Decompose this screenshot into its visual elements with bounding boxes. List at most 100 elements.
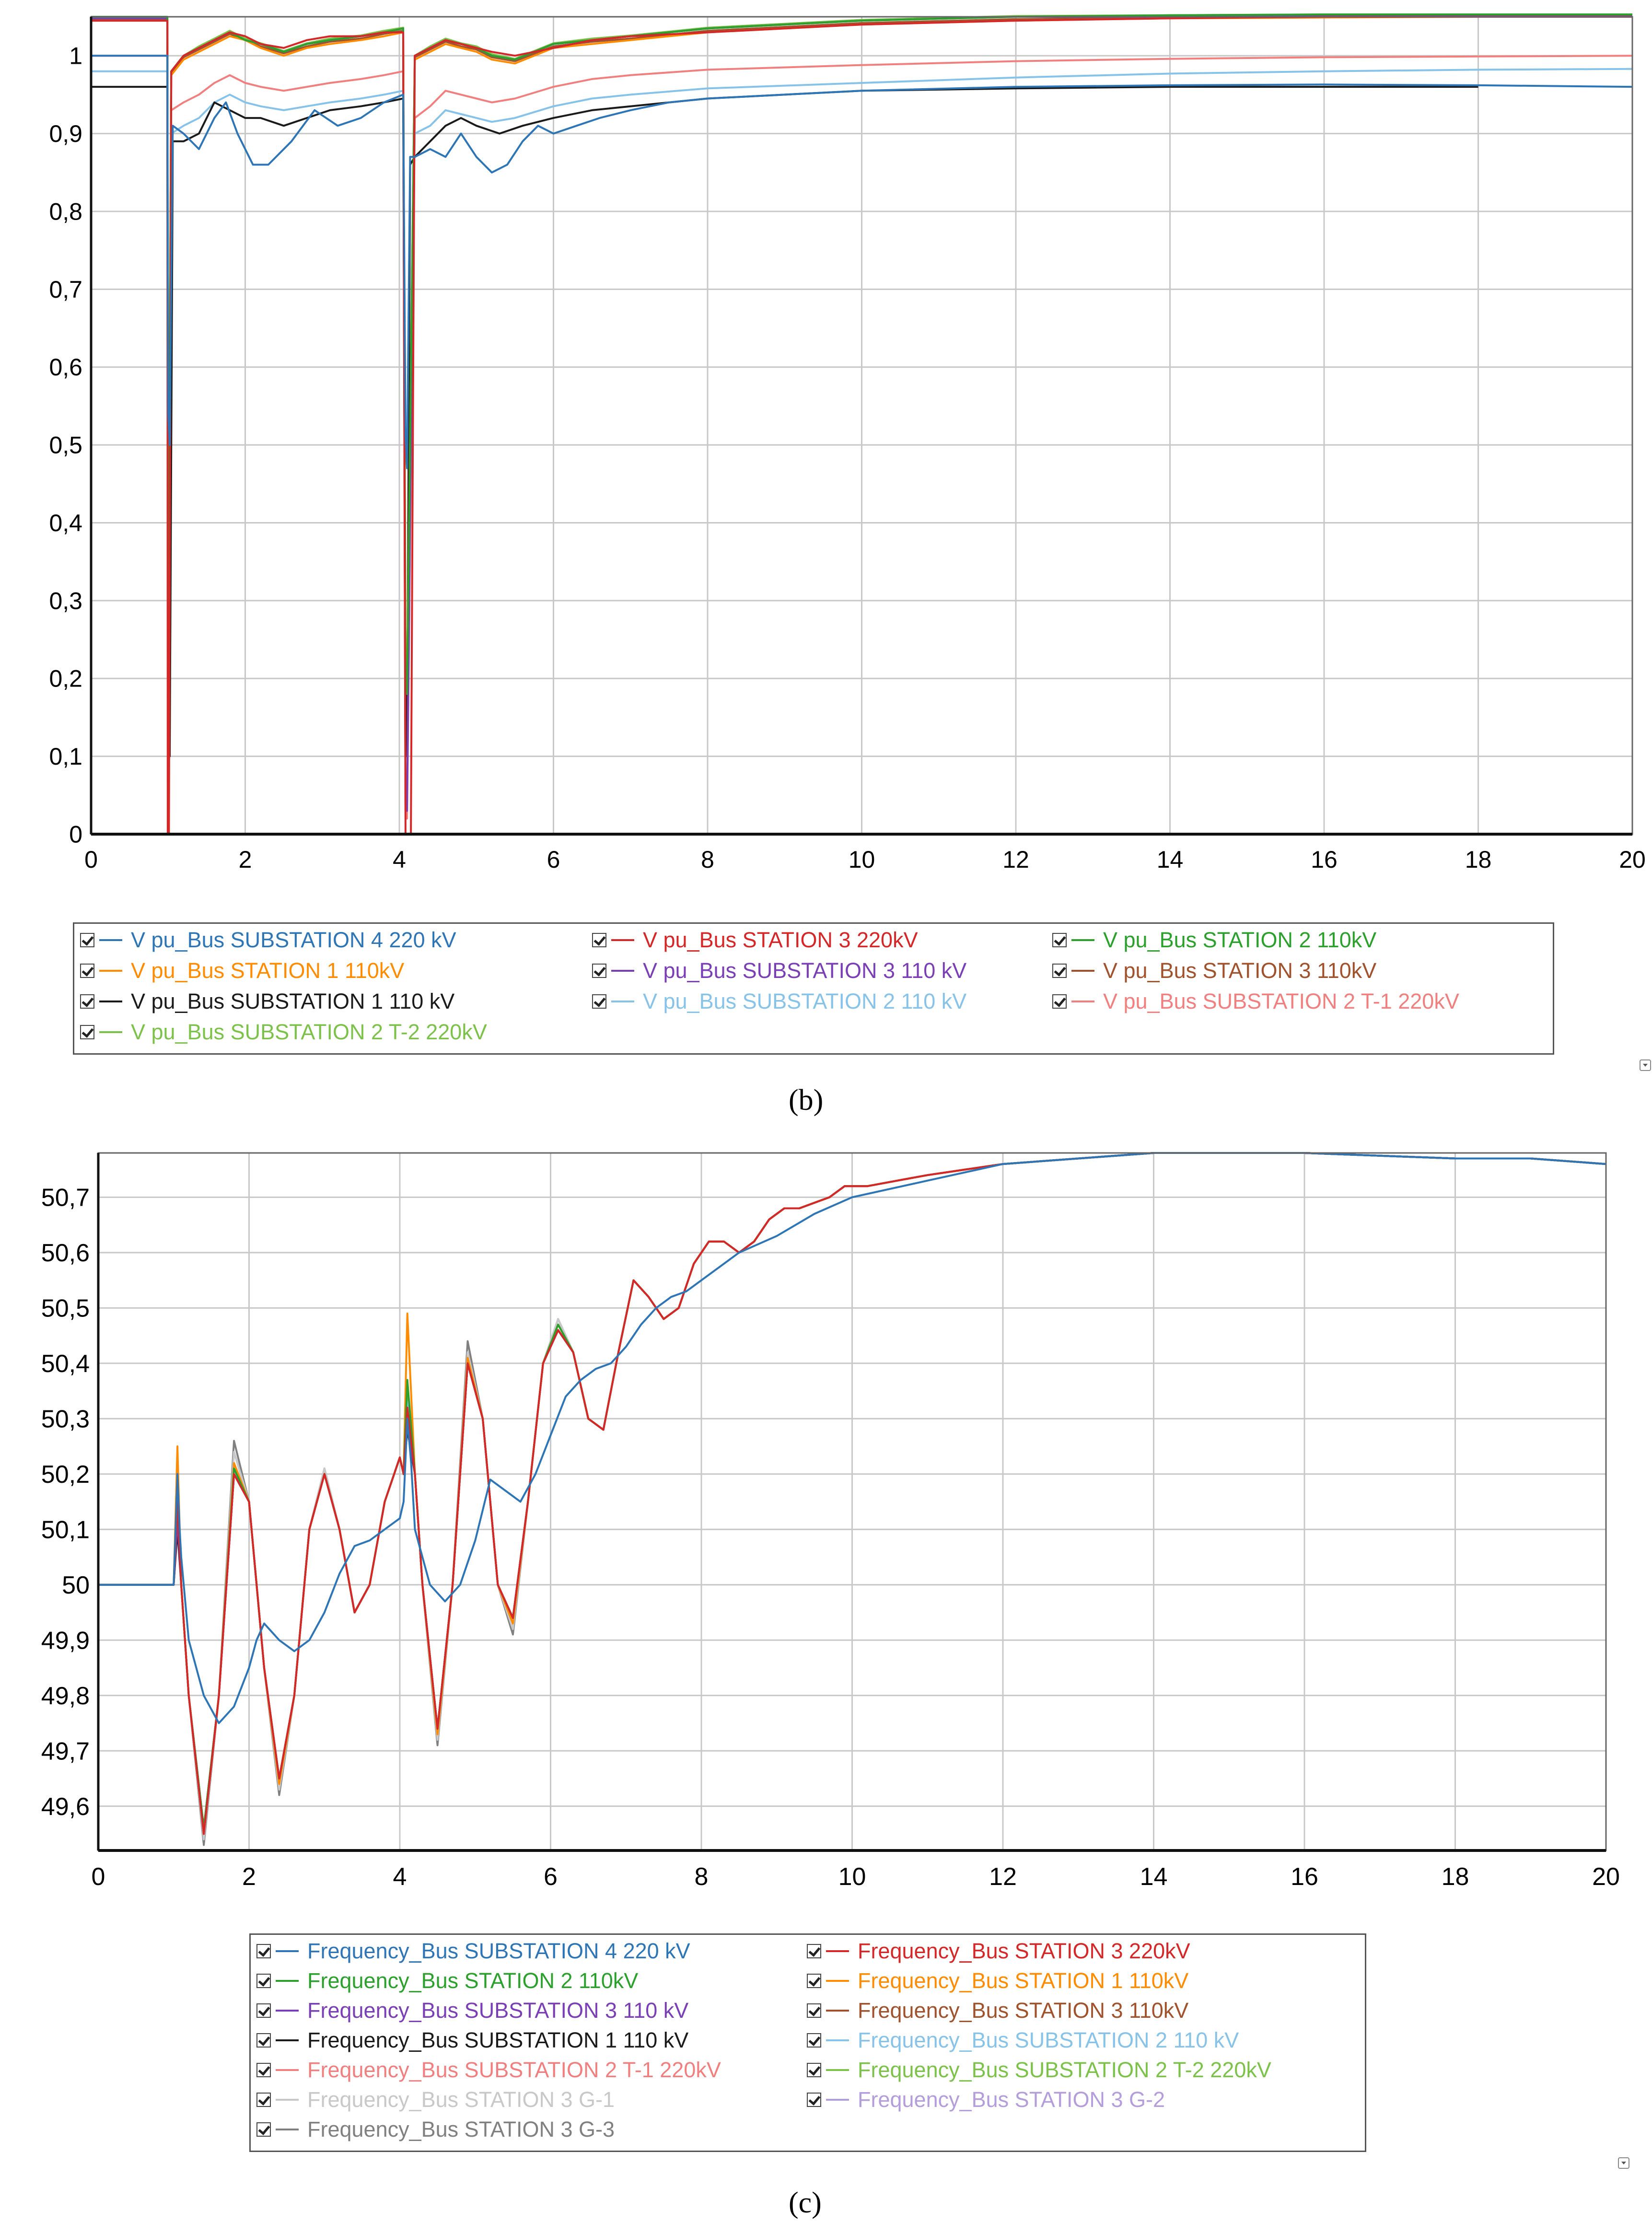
x-tick-label: 18	[1465, 846, 1492, 873]
x-tick-label: 16	[1311, 846, 1338, 873]
legend-checkbox[interactable]	[807, 1944, 821, 1958]
legend-checkbox[interactable]	[80, 933, 94, 947]
legend-checkbox[interactable]	[592, 933, 606, 947]
x-tick-label: 0	[84, 846, 98, 873]
legend-label: V pu_Bus SUBSTATION 2 110 kV	[643, 989, 967, 1013]
legend-entry[interactable]: Frequency_Bus STATION 3 G-2	[807, 2087, 1165, 2112]
y-tick-label: 49,7	[41, 1737, 90, 1765]
y-tick-label: 50,2	[41, 1461, 90, 1489]
legend-swatch	[276, 2129, 299, 2130]
legend-entry[interactable]: V pu_Bus STATION 3 220kV	[592, 928, 918, 953]
legend-checkbox[interactable]	[256, 2003, 271, 2018]
legend-label: Frequency_Bus SUBSTATION 3 110 kV	[307, 1998, 689, 2023]
legend-checkbox[interactable]	[256, 2093, 271, 2107]
legend-checkbox[interactable]	[256, 1944, 271, 1958]
legend-label: Frequency_Bus STATION 3 G-3	[307, 2117, 615, 2141]
x-tick-label: 2	[242, 1863, 256, 1891]
voltage-chart: 0 2 4 6 8 10 12 14 16 18 20 0 0,1 0,2 0,3 0,4 0,5 0,6 0,7 0…	[49, 13, 1646, 873]
legend-entry[interactable]: Frequency_Bus SUBSTATION 3 110 kV	[256, 1998, 688, 2023]
legend-swatch	[1071, 970, 1094, 972]
series-line	[91, 86, 1478, 757]
legend-swatch	[276, 2099, 299, 2101]
legend-checkbox[interactable]	[1052, 933, 1067, 947]
legend-checkbox[interactable]	[256, 1974, 271, 1988]
legend-entry[interactable]: Frequency_Bus SUBSTATION 2 110 kV	[807, 2028, 1239, 2053]
legend-label: Frequency_Bus STATION 2 110kV	[307, 1968, 639, 1993]
y-tick-label: 50,7	[41, 1184, 90, 1212]
legend-checkbox[interactable]	[80, 964, 94, 978]
legend-entry[interactable]: V pu_Bus SUBSTATION 4 220 kV	[80, 928, 456, 953]
legend-entry[interactable]: V pu_Bus SUBSTATION 2 T-2 220kV	[80, 1020, 487, 1045]
legend-checkbox[interactable]	[256, 2033, 271, 2048]
legend-label: Frequency_Bus STATION 3 G-1	[307, 2087, 615, 2112]
legend-entry[interactable]: Frequency_Bus STATION 3 110kV	[807, 1998, 1188, 2023]
legend-swatch	[99, 1001, 122, 1002]
legend-entry[interactable]: V pu_Bus STATION 1 110kV	[80, 958, 404, 983]
x-tick-label: 16	[1291, 1863, 1318, 1891]
legend-entry[interactable]: Frequency_Bus STATION 3 G-3	[256, 2117, 615, 2142]
frequency-legend: Frequency_Bus SUBSTATION 4 220 kV Frequen…	[249, 1933, 1366, 2152]
legend-entry[interactable]: V pu_Bus SUBSTATION 2 T-1 220kV	[1052, 989, 1459, 1014]
y-tick-label: 0,7	[49, 276, 82, 303]
legend-swatch	[826, 1950, 849, 1952]
legend-label: Frequency_Bus STATION 3 220kV	[858, 1939, 1190, 1963]
x-tick-label: 12	[989, 1863, 1017, 1891]
legend-label: V pu_Bus STATION 2 110kV	[1103, 928, 1377, 952]
legend-entry[interactable]: V pu_Bus SUBSTATION 1 110 kV	[80, 989, 454, 1014]
legend-checkbox[interactable]	[80, 994, 94, 1009]
chart-b-caption: (b)	[789, 1084, 824, 1117]
legend-label: Frequency_Bus SUBSTATION 2 110 kV	[858, 2028, 1239, 2052]
legend-label: V pu_Bus SUBSTATION 1 110 kV	[131, 989, 455, 1013]
legend-checkbox[interactable]	[80, 1025, 94, 1039]
legend-entry[interactable]: Frequency_Bus STATION 3 G-1	[256, 2087, 615, 2112]
legend-label: V pu_Bus SUBSTATION 2 T-2 220kV	[131, 1020, 487, 1044]
legend-entry[interactable]: Frequency_Bus SUBSTATION 4 220 kV	[256, 1939, 690, 1964]
legend-entry[interactable]: Frequency_Bus SUBSTATION 1 110 kV	[256, 2028, 688, 2053]
legend-entry[interactable]: Frequency_Bus STATION 1 110kV	[807, 1968, 1188, 1993]
legend-entry[interactable]: V pu_Bus STATION 3 110kV	[1052, 958, 1376, 983]
x-tick-label: 10	[849, 846, 875, 873]
legend-label: Frequency_Bus STATION 3 110kV	[858, 1998, 1189, 2023]
y-tick-label: 0,4	[49, 510, 82, 536]
y-tick-label: 0,6	[49, 354, 82, 381]
legend-entry[interactable]: Frequency_Bus SUBSTATION 2 T-2 220kV	[807, 2058, 1271, 2083]
legend-entry[interactable]: V pu_Bus SUBSTATION 2 110 kV	[592, 989, 966, 1014]
y-tick-label: 50	[62, 1571, 90, 1599]
legend-swatch	[611, 970, 634, 972]
legend-checkbox[interactable]	[592, 964, 606, 978]
legend-checkbox[interactable]	[592, 994, 606, 1009]
legend-checkbox[interactable]	[807, 2033, 821, 2048]
legend-checkbox[interactable]	[256, 2122, 271, 2137]
x-tick-label: 12	[1002, 846, 1029, 873]
legend-entry[interactable]: Frequency_Bus STATION 2 110kV	[256, 1968, 638, 1993]
legend-swatch	[826, 2010, 849, 2012]
legend-checkbox[interactable]	[256, 2063, 271, 2077]
series-line	[98, 1152, 1606, 1835]
legend-entry[interactable]: V pu_Bus STATION 2 110kV	[1052, 928, 1376, 953]
legend-checkbox[interactable]	[807, 2003, 821, 2018]
scroll-down-icon[interactable]	[1640, 1059, 1651, 1071]
x-tick-label: 0	[92, 1863, 105, 1891]
legend-swatch	[276, 2069, 299, 2071]
y-tick-label: 49,6	[41, 1793, 90, 1821]
x-tick-label: 18	[1442, 1863, 1469, 1891]
legend-swatch	[276, 1950, 299, 1952]
x-tick-label: 20	[1619, 846, 1646, 873]
legend-checkbox[interactable]	[1052, 994, 1067, 1009]
legend-entry[interactable]: Frequency_Bus SUBSTATION 2 T-1 220kV	[256, 2058, 721, 2083]
legend-checkbox[interactable]	[807, 1974, 821, 1988]
x-tick-label: 4	[393, 1863, 407, 1891]
y-tick-label: 0,1	[49, 743, 82, 770]
x-tick-label: 4	[393, 846, 406, 873]
legend-label: Frequency_Bus STATION 3 G-2	[858, 2087, 1165, 2112]
scroll-down-icon[interactable]	[1618, 2157, 1629, 2169]
legend-swatch	[99, 970, 122, 972]
legend-entry[interactable]: V pu_Bus SUBSTATION 3 110 kV	[592, 958, 966, 983]
x-tick-label: 8	[701, 846, 714, 873]
legend-swatch	[99, 939, 122, 941]
legend-checkbox[interactable]	[1052, 964, 1067, 978]
legend-entry[interactable]: Frequency_Bus STATION 3 220kV	[807, 1939, 1190, 1964]
legend-checkbox[interactable]	[807, 2063, 821, 2077]
legend-checkbox[interactable]	[807, 2093, 821, 2107]
y-tick-label: 50,6	[41, 1239, 90, 1267]
